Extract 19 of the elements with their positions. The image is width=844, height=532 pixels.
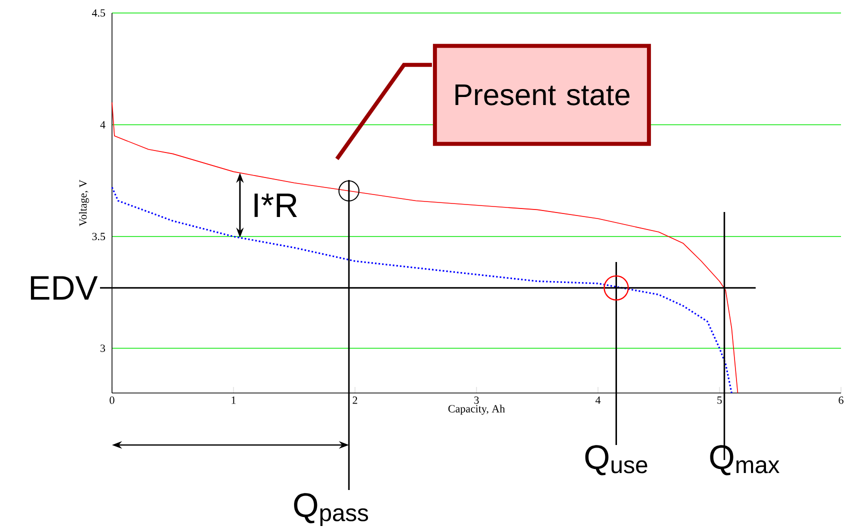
y-tick-label: 3.5 (92, 232, 106, 240)
y-tick-label: 4 (100, 121, 106, 128)
ref-line-label: Q$_{max}$ (710, 445, 780, 476)
x-tick-label: 3 (474, 396, 479, 404)
x-tick-label: 4 (595, 396, 601, 404)
x-tick-label: 6 (838, 396, 844, 404)
ref-line-label: Q$_{pass}$ (294, 493, 368, 526)
x-tick-label: 5 (717, 396, 722, 404)
ref-line-label: Q$_{use}$ (585, 445, 648, 476)
y-tick-label: 4.5 (92, 9, 106, 17)
x-axis-title: Capacity, Ah (448, 404, 505, 415)
x-tick-label: 1 (232, 396, 236, 404)
y-tick-label: 3 (100, 344, 106, 352)
annotation: Present state (456, 84, 630, 106)
x-tick-label: 0 (110, 396, 114, 404)
ref-line-label: EDV (30, 276, 98, 300)
y-axis-title: Voltage, V (78, 180, 89, 226)
annotation: I*R (254, 194, 297, 217)
x-tick-label: 2 (352, 396, 358, 404)
